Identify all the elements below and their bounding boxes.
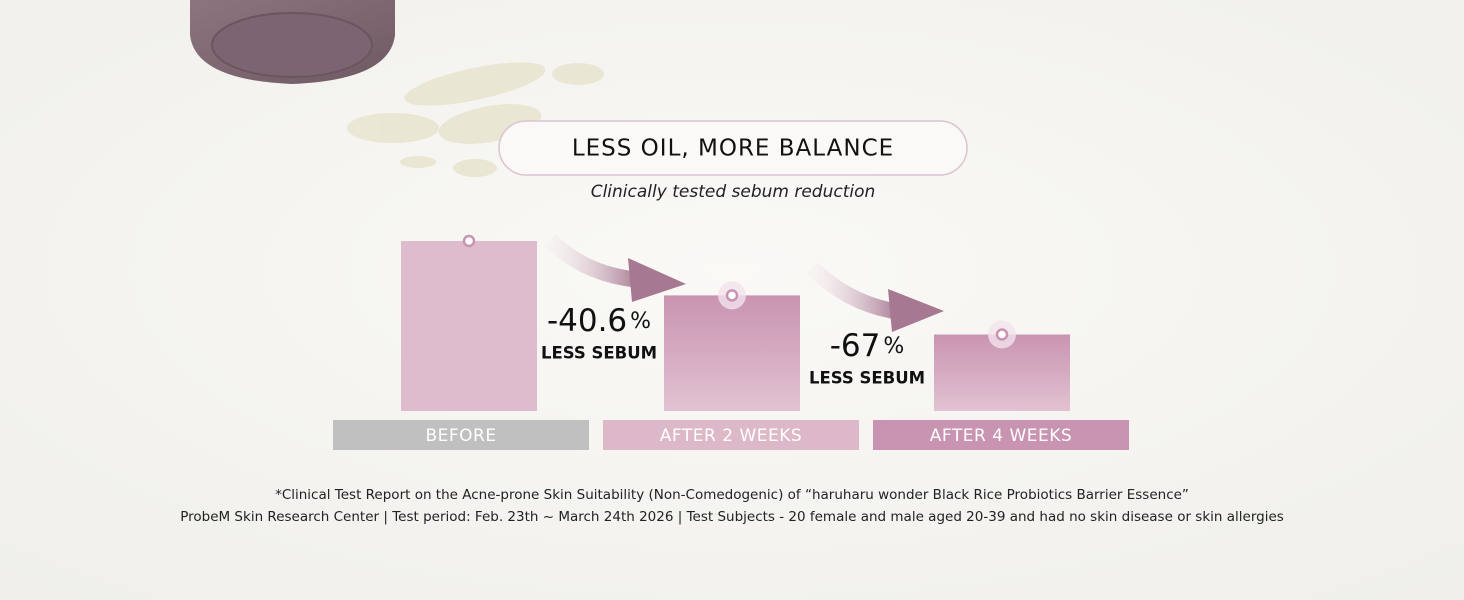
change-unit: % — [883, 334, 904, 359]
change-unit: % — [630, 309, 651, 334]
category-band — [603, 420, 859, 450]
title-pill — [498, 120, 968, 176]
change-number: -67 — [830, 328, 881, 364]
change-value: -67% — [830, 328, 905, 364]
bar — [401, 241, 537, 411]
change-value: -40.6% — [547, 303, 651, 339]
footnote: ProbeM Skin Research Center | Test perio… — [180, 509, 1284, 525]
category-band — [333, 420, 589, 450]
footnote: *Clinical Test Report on the Acne-prone … — [275, 487, 1189, 503]
x-tick-label: AFTER 4 WEEKS — [930, 426, 1072, 446]
marker — [462, 234, 476, 248]
chart: BEFORE AFTER 2 WEEKS AFTER 4 WEEKS -40.6 % LE… — [333, 234, 1129, 450]
x-tick-label: BEFORE — [425, 426, 496, 446]
x-tick-label: AFTER 2 WEEKS — [660, 426, 802, 446]
bottle-decoration — [190, 0, 395, 84]
subtitle: Clinically tested sebum reduction — [591, 182, 876, 202]
marker — [995, 328, 1009, 341]
bar — [664, 295, 800, 411]
arrows — [544, 234, 944, 332]
change-number: -40.6 — [547, 303, 627, 339]
category-band — [873, 420, 1129, 450]
change-caption: LESS SEBUM — [541, 344, 657, 363]
title: LESS OIL, MORE BALANCE — [572, 136, 894, 162]
change-caption: LESS SEBUM — [809, 369, 925, 388]
marker — [725, 289, 739, 302]
